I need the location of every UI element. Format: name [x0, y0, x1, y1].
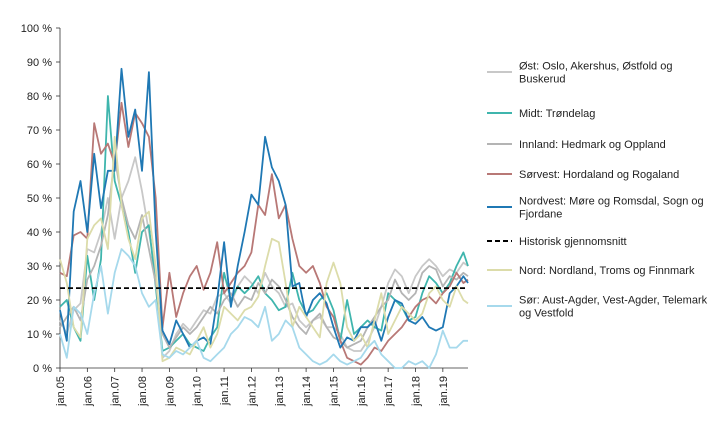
x-tick-label: jan.10	[192, 376, 204, 407]
x-tick-label: jan.17	[383, 376, 395, 407]
y-tick-label: 80 %	[27, 91, 52, 103]
series-line-6	[59, 135, 469, 363]
x-tick-labels: jan.05 jan.06 jan.07 jan.08 jan.09 jan.10 jan.…	[55, 376, 450, 407]
x-tick-label: jan.13	[274, 376, 286, 407]
x-tick-label: jan.07	[110, 376, 122, 407]
x-tick-label: jan.11	[219, 376, 231, 406]
x-tick-label: jan.08	[137, 376, 149, 407]
series-lines	[59, 67, 469, 369]
series-line-2	[59, 156, 469, 349]
legend-label-0: Øst: Oslo, Akershus, Østfold og Buskerud	[519, 61, 672, 86]
y-tick-label: 0 %	[33, 363, 52, 375]
x-tick-label: jan.05	[55, 376, 67, 407]
legend-label-5: Historisk gjennomsnitt	[519, 236, 627, 248]
legend-label-3: Sørvest: Hordaland og Rogaland	[519, 169, 679, 181]
y-tick-labels: 0 % 10 % 20 % 30 % 40 % 50 % 60 % 70 % 80 % 90 % 1…	[21, 23, 52, 375]
legend-label-7: Sør: Aust-Agder, Vest-Agder, Telemark og …	[519, 295, 708, 320]
y-tick-label: 50 %	[27, 193, 52, 205]
x-tick-label: jan.09	[164, 376, 176, 407]
y-tick-label: 60 %	[27, 159, 52, 171]
legend: Øst: Oslo, Akershus, Østfold og Buskerud M…	[487, 61, 708, 320]
x-tick-label: jan.14	[301, 376, 313, 407]
y-tick-label: 30 %	[27, 261, 52, 273]
y-tick-label: 20 %	[27, 295, 52, 307]
x-tick-label: jan.06	[82, 376, 94, 407]
legend-label-6: Nord: Nordland, Troms og Finnmark	[519, 265, 695, 277]
x-tick-label: jan.12	[246, 376, 258, 407]
series-line-0	[59, 156, 469, 359]
legend-label-1: Midt: Trøndelag	[519, 108, 595, 120]
y-tick-label: 100 %	[21, 23, 52, 35]
x-tick-label: jan.16	[356, 376, 368, 407]
x-tick-label: jan.18	[410, 376, 422, 407]
y-tick-label: 40 %	[27, 227, 52, 239]
series-line-4	[59, 67, 469, 349]
y-tick-label: 70 %	[27, 125, 52, 137]
legend-label-2: Innland: Hedmark og Oppland	[519, 139, 666, 151]
y-tick-label: 90 %	[27, 57, 52, 69]
series-line-7	[59, 248, 468, 369]
legend-label-4: Nordvest: Møre og Romsdal, Sogn og Fjorda…	[519, 196, 704, 221]
y-tick-label: 10 %	[27, 329, 52, 341]
series-line-3	[59, 101, 469, 366]
x-tick-label: jan.15	[328, 376, 340, 407]
x-tick-label: jan.19	[438, 376, 450, 407]
